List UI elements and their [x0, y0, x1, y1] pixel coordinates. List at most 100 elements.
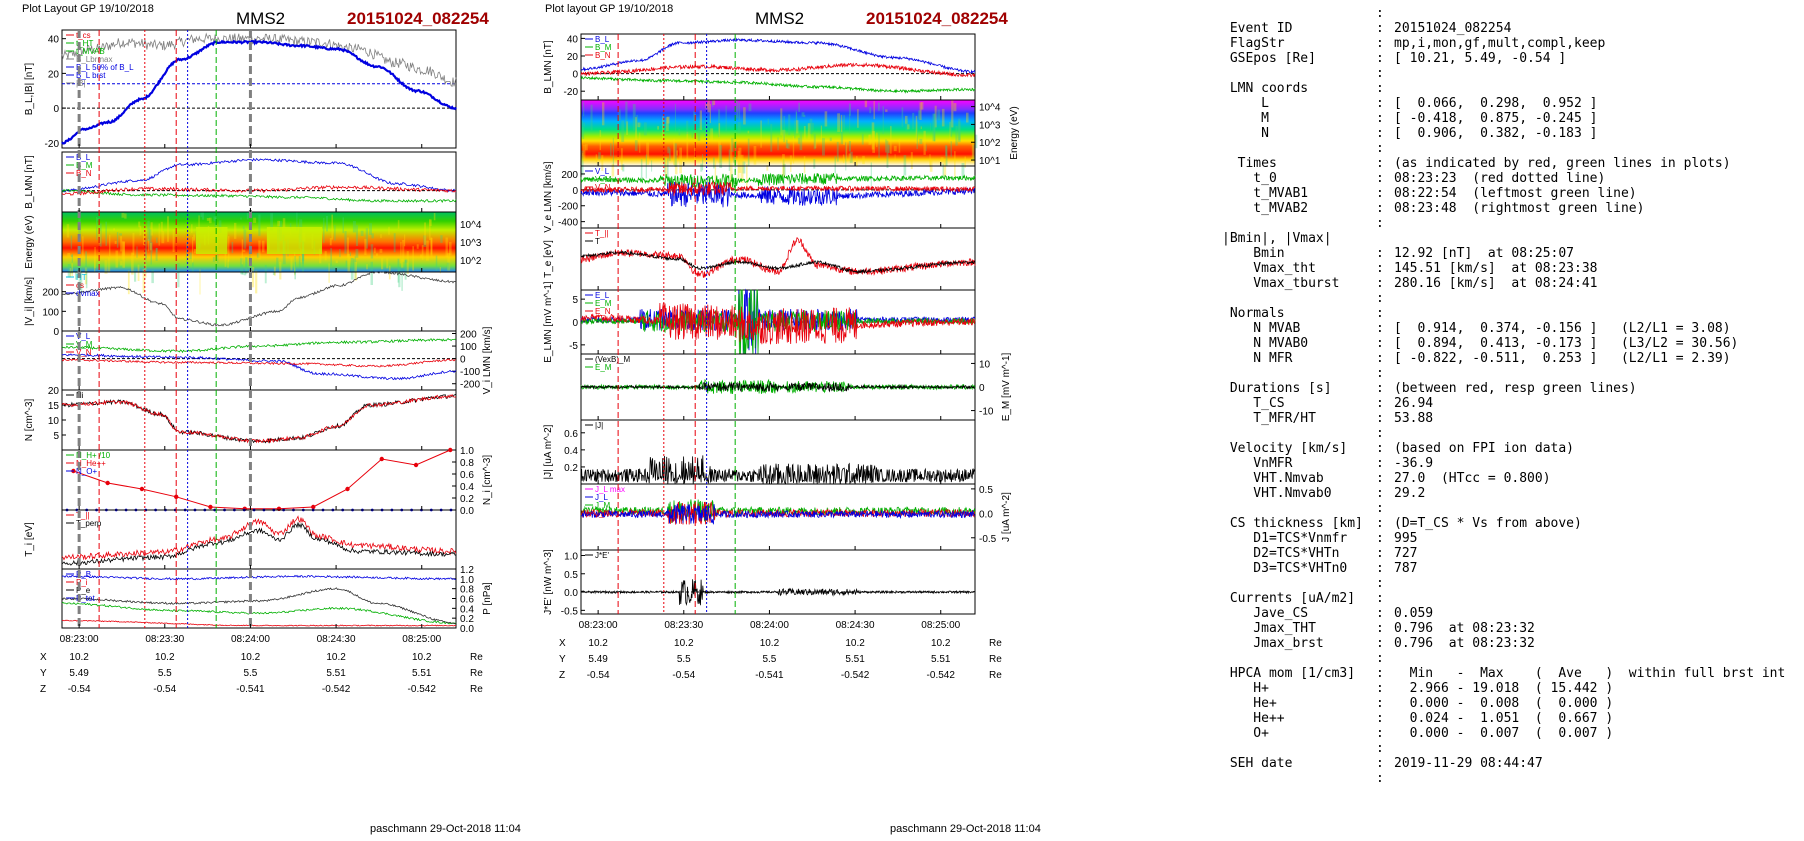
y-axis-label: J [uA m^-2] [1001, 492, 1012, 542]
spectrogram-pixel [147, 220, 150, 241]
series-line [61, 522, 457, 566]
y-tick-label: 20 [567, 52, 579, 63]
spectrogram-band [62, 212, 456, 272]
y-tick-label: 40 [567, 34, 579, 45]
y-tick-label-right: 0.5 [979, 485, 993, 496]
y-tick-label: 10^2 [460, 256, 482, 267]
spectrogram-pixel [919, 138, 923, 144]
info-row: : [1222, 771, 1785, 786]
info-colon: : [1376, 531, 1384, 546]
info-value: 0.059 [1394, 606, 1434, 621]
info-row: GSEpos [Re]: [ 10.21, 5.49, -0.54 ] [1222, 51, 1785, 66]
spectrogram-pixel [186, 242, 188, 265]
spectrogram-pixel [971, 141, 974, 159]
spectrogram-pixel [699, 110, 702, 131]
spectrogram-pixel [945, 146, 948, 166]
spectrogram-pixel [70, 266, 74, 274]
spectrogram-pixel [412, 246, 414, 271]
spectrogram-pixel [598, 152, 601, 160]
info-colon: : [1376, 621, 1384, 636]
panel-te: T_e [eV] T_||T [543, 227, 976, 291]
spectrogram-pixel [258, 240, 261, 260]
series-line [580, 180, 976, 196]
info-key [1222, 66, 1376, 81]
spectrogram-pixel [424, 222, 426, 245]
info-key: Jmax_THT [1222, 621, 1316, 636]
spectrogram-pixel [937, 109, 941, 121]
spectrogram-pixel [114, 240, 117, 244]
spectrogram-pixel [400, 242, 402, 264]
spectrogram-pixel [747, 130, 750, 134]
y-tick-label: 0 [572, 70, 578, 81]
info-row: : [1222, 291, 1785, 306]
spectrogram-pixel [849, 151, 853, 163]
spectrogram-pixel [350, 258, 354, 280]
spectrogram-pixel [294, 256, 296, 275]
spectrogram-pixel [582, 144, 586, 161]
spectrogram-pixel [871, 122, 875, 150]
spectrogram-pixel [923, 130, 926, 155]
spectrogram-pixel [770, 124, 773, 152]
info-key: FlagStr [1222, 36, 1285, 51]
spectrogram-pixel [329, 238, 332, 246]
spectrogram-pixel [137, 264, 140, 281]
legend-label: t_HT [76, 39, 93, 48]
info-key: Currents [uA/m2] [1222, 591, 1356, 606]
legend-label: B_L brst [76, 71, 106, 80]
spectrogram-pixel [440, 235, 443, 243]
spectrogram-pixel [388, 226, 390, 235]
spectrogram-pixel [251, 267, 255, 288]
info-value: Min - Max ( Ave ) within full brst int [1394, 666, 1786, 681]
spectrogram-pixel [837, 113, 840, 132]
position-value: 10.2 [69, 652, 89, 663]
spectrogram-pixel [876, 132, 878, 147]
spectrogram-pixel [201, 212, 204, 220]
spectrogram-pixel [212, 257, 215, 262]
spectrogram-pixel [737, 122, 741, 134]
y-tick-label-right: 1.0 [460, 446, 474, 457]
info-value: 08:23:48 (rightmost green line) [1394, 201, 1645, 216]
spectrogram-pixel [446, 262, 450, 270]
series-line [61, 157, 457, 193]
position-value: 10.2 [760, 638, 780, 649]
data-point [311, 504, 316, 510]
info-key [1222, 291, 1376, 306]
info-key: t_0 [1222, 171, 1277, 186]
info-key: N [1222, 126, 1269, 141]
spectrogram-pixel [626, 121, 629, 135]
spectrogram-pixel [261, 240, 265, 253]
spectrogram-pixel [700, 163, 703, 172]
spectrogram-pixel [582, 126, 585, 139]
x-tick-label: 08:23:30 [664, 620, 703, 631]
info-key: Normals [1222, 306, 1285, 321]
legend-label: P_e [76, 586, 91, 595]
x-tick-label: 08:23:00 [579, 620, 618, 631]
series-line [61, 338, 457, 354]
spectrogram-pixel [326, 216, 328, 232]
info-key: t_MVAB1 [1222, 186, 1309, 201]
info-key: M [1222, 111, 1269, 126]
y-axis-label: J*E' [nW m^-3] [543, 549, 554, 615]
x-tick-label: 08:24:00 [231, 634, 270, 645]
spectrogram-pixel [192, 237, 194, 263]
series-line [61, 38, 457, 145]
spectrogram-pixel [974, 134, 978, 149]
spectrogram-pixel [132, 232, 135, 256]
spectrogram-pixel [121, 212, 125, 218]
spectrogram-pixel [150, 242, 153, 253]
spectrogram-pixel [246, 212, 249, 220]
series-line [61, 619, 457, 627]
spectrogram-pixel [665, 157, 668, 177]
spectrogram-pixel [789, 155, 792, 165]
series-line [61, 271, 457, 327]
spectrogram-pixel [335, 260, 338, 264]
spectrogram-pixel [381, 258, 384, 270]
position-label: X [40, 652, 47, 663]
info-colon: : [1376, 36, 1384, 51]
info-row: : [1222, 426, 1785, 441]
spectrogram-pixel [156, 237, 158, 243]
position-value: -0.542 [322, 684, 351, 695]
spectrogram-pixel [240, 217, 242, 220]
info-row: FlagStr: mp,i,mon,gf,mult,compl,keep [1222, 36, 1785, 51]
